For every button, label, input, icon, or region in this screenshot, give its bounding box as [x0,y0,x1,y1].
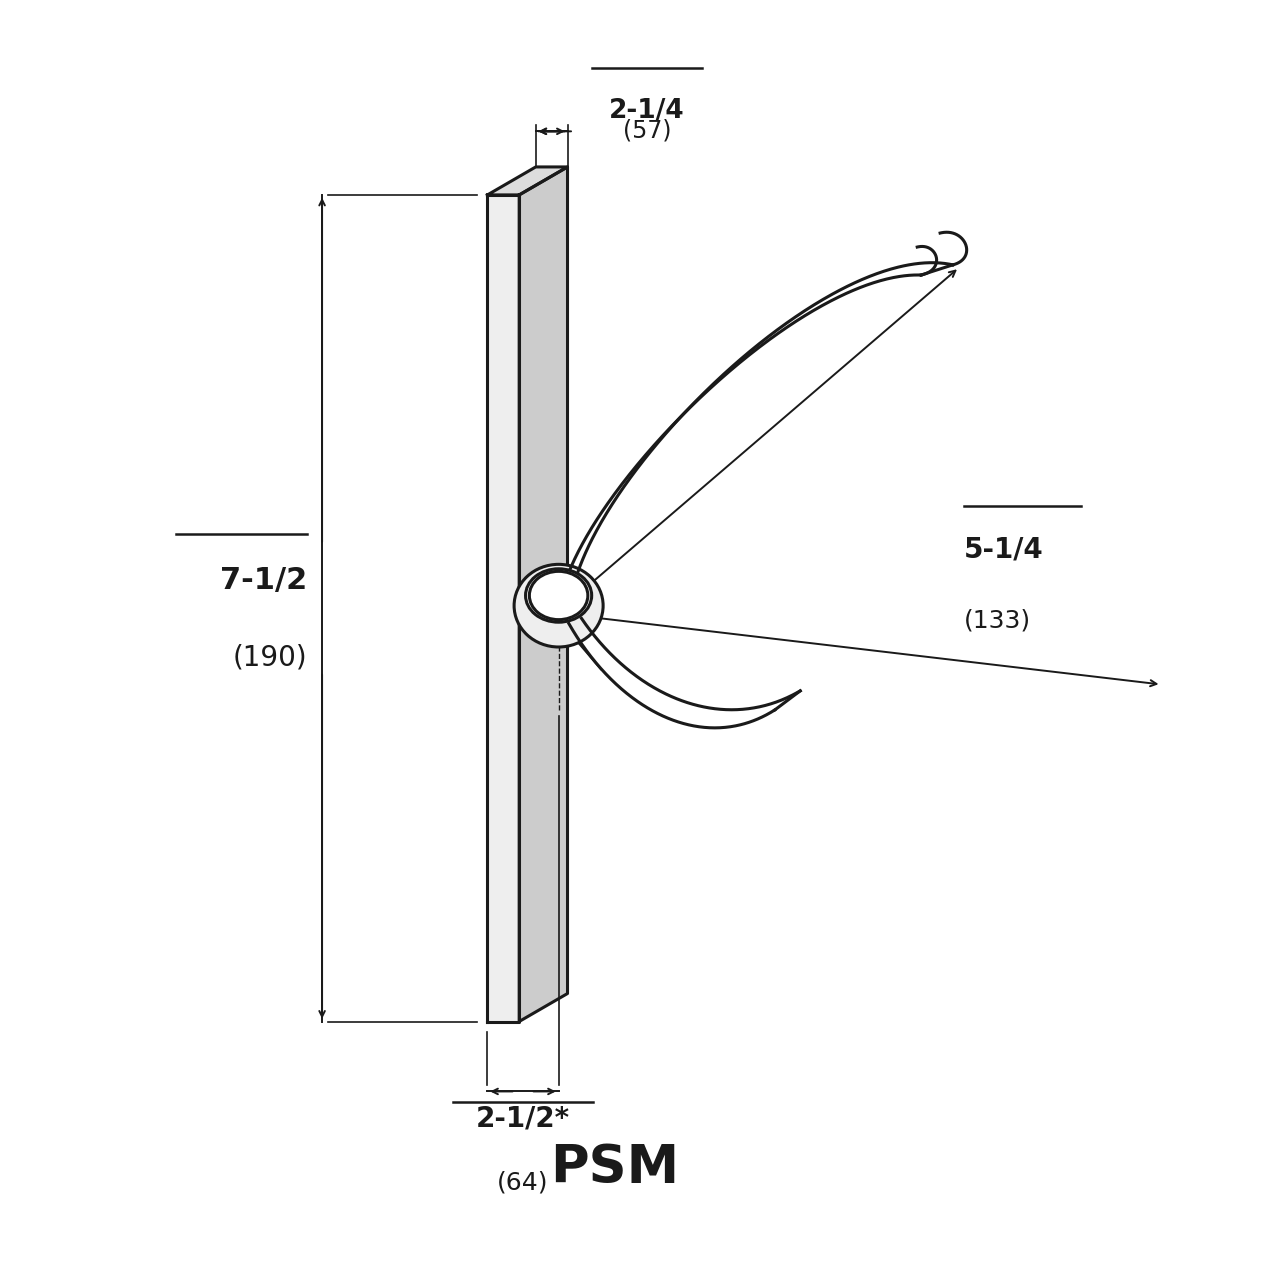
Ellipse shape [526,568,591,622]
Text: (190): (190) [232,644,307,672]
Text: PSM: PSM [550,1142,680,1194]
Text: 2-1/4: 2-1/4 [609,97,685,124]
Ellipse shape [515,564,603,646]
Text: 2-1/2*: 2-1/2* [476,1105,570,1132]
Polygon shape [520,166,567,1021]
Text: 5-1/4: 5-1/4 [964,536,1044,563]
Polygon shape [488,166,567,195]
Text: (133): (133) [964,608,1032,632]
Text: (64): (64) [497,1170,549,1194]
Text: 7-1/2: 7-1/2 [220,567,307,595]
Text: (57): (57) [623,119,671,142]
Polygon shape [488,195,520,1021]
Ellipse shape [530,571,588,620]
